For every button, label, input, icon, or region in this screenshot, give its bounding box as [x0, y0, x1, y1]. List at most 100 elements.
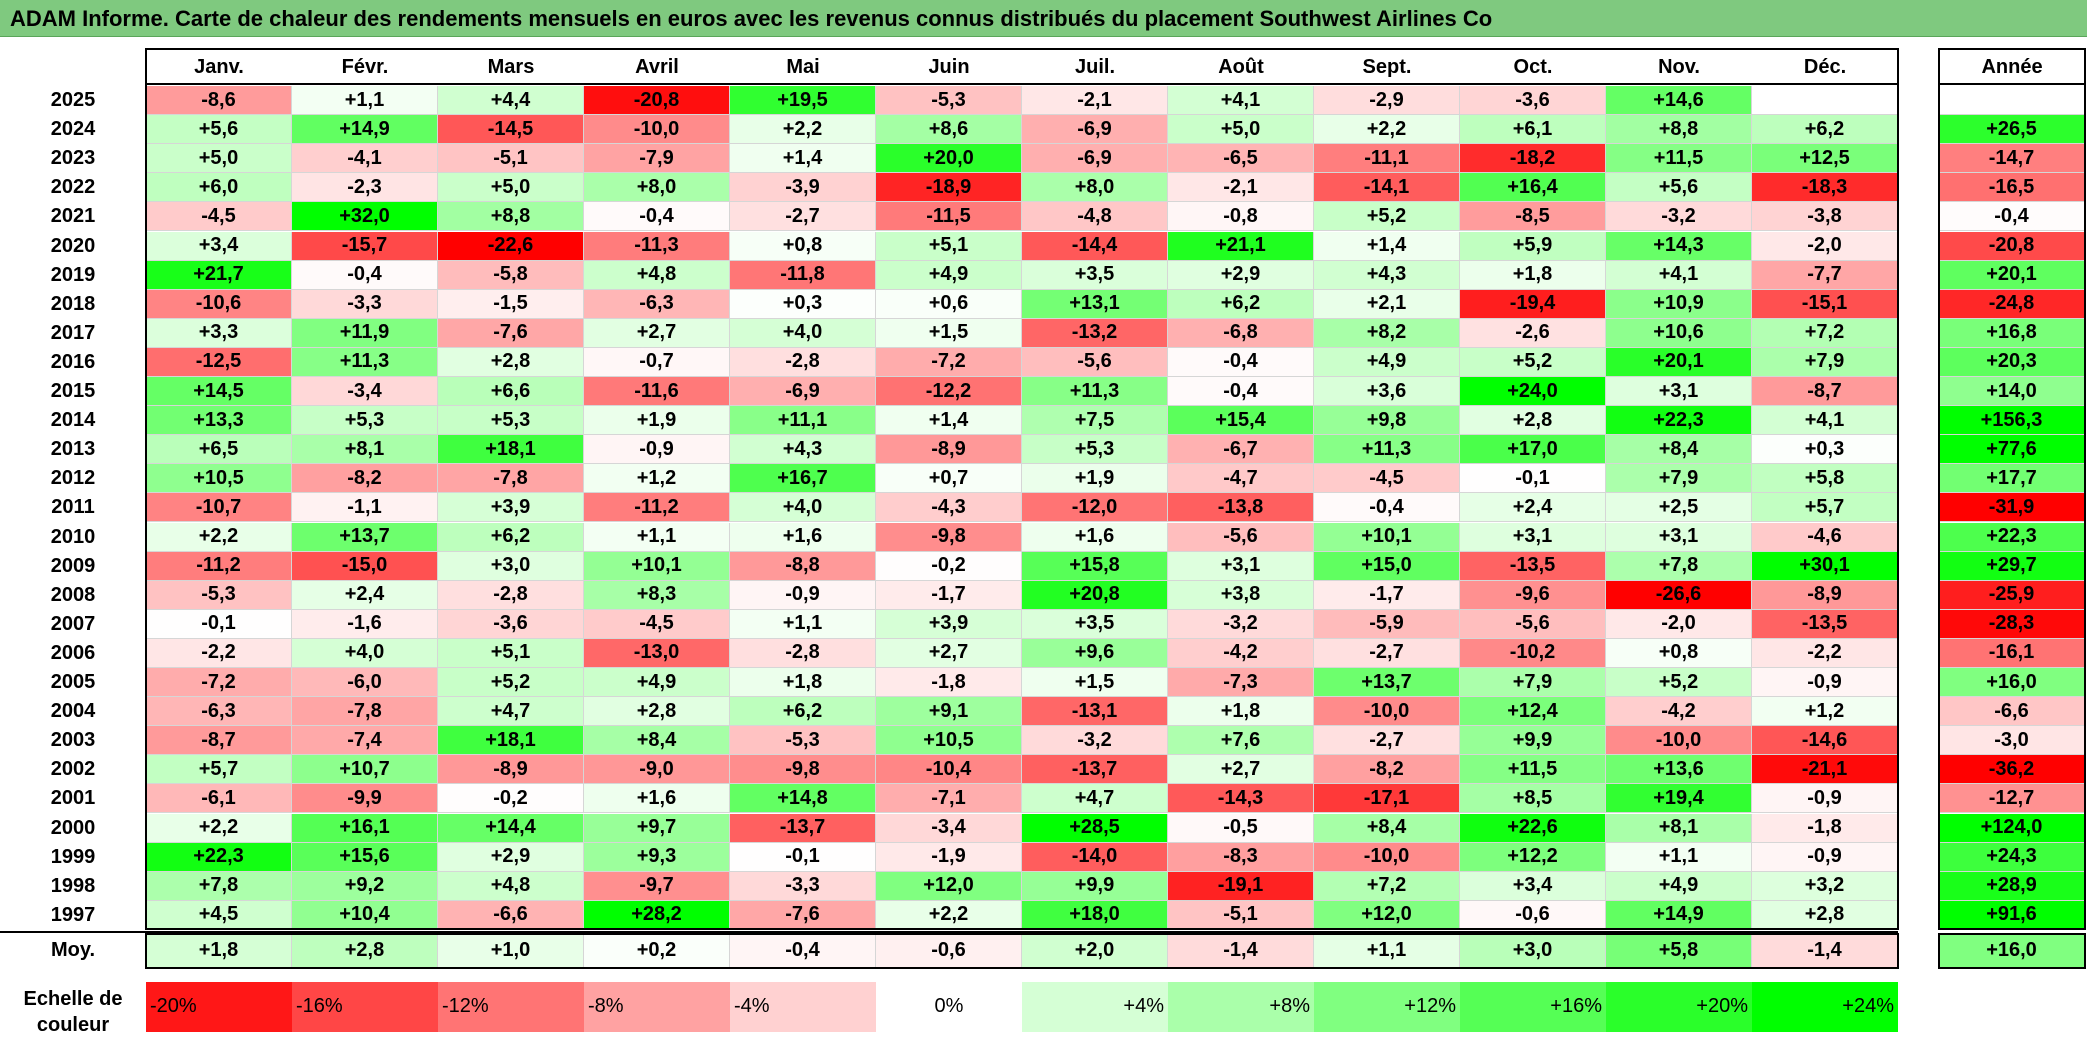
heatmap-cell: -6,9 [1022, 144, 1168, 174]
year-label: 2025 [0, 86, 146, 116]
heatmap-cell: -8,7 [146, 726, 292, 756]
heatmap-cell: +1,4 [1314, 231, 1460, 261]
heatmap-cell: -11,8 [730, 260, 876, 290]
month-header: Juil. [1022, 50, 1168, 84]
heatmap-cell: +14,9 [1606, 900, 1752, 930]
heatmap-cell: -4,3 [876, 493, 1022, 523]
average-cell: +2,8 [292, 933, 438, 968]
heatmap-cell: -6,9 [1022, 115, 1168, 145]
average-cell: +0,2 [584, 933, 730, 968]
legend-label: Echelle de couleur [0, 981, 146, 1036]
heatmap-cell: -10,2 [1460, 638, 1606, 668]
heatmap-cell: +4,4 [438, 86, 584, 116]
heatmap-cell: -6,8 [1168, 318, 1314, 348]
legend-swatch: +16% [1460, 981, 1606, 1032]
heatmap-cell: -14,0 [1022, 842, 1168, 872]
heatmap-cell: +20,1 [1606, 347, 1752, 377]
heatmap-cell: -8,8 [730, 551, 876, 581]
month-header: Août [1168, 50, 1314, 84]
heatmap-cell: -6,3 [146, 697, 292, 727]
heatmap-cell: -1,7 [1314, 580, 1460, 610]
heatmap-cell: -13,0 [584, 638, 730, 668]
heatmap-cell: -13,1 [1022, 697, 1168, 727]
heatmap-cell: -0,9 [730, 580, 876, 610]
heatmap-cell: -13,7 [1022, 755, 1168, 785]
heatmap-cell: -6,0 [292, 668, 438, 698]
year-label: 2004 [0, 697, 146, 727]
heatmap-cell: +2,8 [1460, 406, 1606, 436]
heatmap-cell: +10,1 [1314, 522, 1460, 552]
heatmap-cell: +18,1 [438, 726, 584, 756]
year-label: 2016 [0, 347, 146, 377]
heatmap-cell: +8,8 [1606, 115, 1752, 145]
heatmap-cell: +9,9 [1460, 726, 1606, 756]
average-annual-cell: +16,0 [1939, 933, 2085, 968]
heatmap-cell: -7,6 [730, 900, 876, 930]
heatmap-cell: +2,2 [146, 813, 292, 843]
heatmap-cell: +5,2 [1314, 202, 1460, 232]
heatmap-cell: +1,6 [584, 784, 730, 814]
legend-swatch: 0% [876, 981, 1022, 1032]
heatmap-cell: +3,3 [146, 318, 292, 348]
heatmap-cell: +6,1 [1460, 115, 1606, 145]
heatmap-cell: -19,1 [1168, 871, 1314, 901]
heatmap-cell: +10,5 [876, 726, 1022, 756]
annual-cell: -36,2 [1939, 755, 2085, 785]
heatmap-cell: +11,1 [730, 406, 876, 436]
heatmap-cell: -18,3 [1752, 173, 1898, 203]
average-cell: +3,0 [1460, 933, 1606, 968]
heatmap-cell: +3,4 [1460, 871, 1606, 901]
heatmap-cell: -8,9 [876, 435, 1022, 465]
annual-cell: +156,3 [1939, 406, 2085, 436]
heatmap-cell: -4,2 [1606, 697, 1752, 727]
heatmap-cell: +22,3 [1606, 406, 1752, 436]
heatmap-cell: -9,6 [1460, 580, 1606, 610]
heatmap-cell: +1,9 [1022, 464, 1168, 494]
heatmap-cell: +0,3 [1752, 435, 1898, 465]
heatmap-cell: +3,1 [1168, 551, 1314, 581]
heatmap-cell: +9,6 [1022, 638, 1168, 668]
heatmap-cell: +11,3 [1022, 377, 1168, 407]
heatmap-cell: -7,6 [438, 318, 584, 348]
heatmap-cell: -4,8 [1022, 202, 1168, 232]
heatmap-cell: +4,9 [876, 260, 1022, 290]
heatmap-cell: +14,8 [730, 784, 876, 814]
annual-header-divider [1939, 83, 2085, 85]
heatmap-cell: -0,9 [1752, 784, 1898, 814]
heatmap-cell: -0,9 [584, 435, 730, 465]
heatmap-cell: +1,4 [876, 406, 1022, 436]
heatmap-cell: -14,6 [1752, 726, 1898, 756]
heatmap-cell: -12,0 [1022, 493, 1168, 523]
heatmap-cell: -12,2 [876, 377, 1022, 407]
heatmap-cell: +7,8 [1606, 551, 1752, 581]
heatmap-cell: +3,1 [1606, 522, 1752, 552]
heatmap-cell: +2,7 [876, 638, 1022, 668]
heatmap-cell: +10,1 [584, 551, 730, 581]
heatmap-cell: +5,8 [1752, 464, 1898, 494]
heatmap-cell: -8,5 [1460, 202, 1606, 232]
heatmap-cell: +8,5 [1460, 784, 1606, 814]
annual-cell: -16,1 [1939, 638, 2085, 668]
heatmap-cell: -10,4 [876, 755, 1022, 785]
heatmap-cell: +8,4 [1314, 813, 1460, 843]
average-cell: +2,0 [1022, 933, 1168, 968]
heatmap-cell: +30,1 [1752, 551, 1898, 581]
heatmap-cell: +10,5 [146, 464, 292, 494]
heatmap-cell: +2,7 [1168, 755, 1314, 785]
heatmap-cell: +6,5 [146, 435, 292, 465]
heatmap-cell: +0,7 [876, 464, 1022, 494]
average-label: Moy. [0, 933, 146, 968]
heatmap-cell: +0,6 [876, 289, 1022, 319]
heatmap-cell: -13,2 [1022, 318, 1168, 348]
year-label: 2001 [0, 784, 146, 814]
heatmap-cell: -3,6 [1460, 86, 1606, 116]
heatmap-cell: -8,9 [438, 755, 584, 785]
heatmap-cell: +1,1 [292, 86, 438, 116]
heatmap-cell: -3,4 [876, 813, 1022, 843]
legend-swatch: +12% [1314, 981, 1460, 1032]
heatmap-cell: -15,0 [292, 551, 438, 581]
heatmap-cell: -3,3 [292, 289, 438, 319]
heatmap-cell: +9,8 [1314, 406, 1460, 436]
legend-swatch: +4% [1022, 981, 1168, 1032]
heatmap-cell: +12,5 [1752, 144, 1898, 174]
